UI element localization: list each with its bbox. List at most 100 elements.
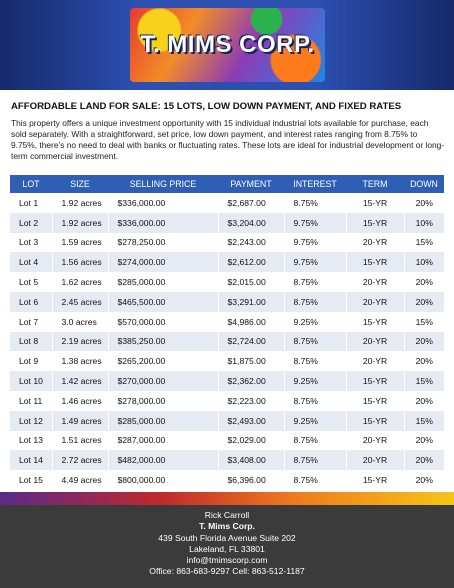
table-cell: 15-YR — [345, 470, 404, 490]
table-cell: 8.75% — [283, 351, 346, 372]
table-cell: $270,000.00 — [107, 371, 218, 391]
table-cell: $278,250.00 — [107, 232, 218, 253]
table-cell: $385,250.00 — [107, 331, 218, 352]
table-cell: 20% — [403, 351, 444, 372]
table-cell: 15-YR — [345, 311, 404, 332]
table-cell: 15% — [403, 232, 444, 253]
logo: T. MIMS CORP. — [130, 8, 325, 82]
table-cell: 8.75% — [283, 470, 346, 490]
table-cell: $570,000.00 — [107, 311, 218, 332]
table-cell: Lot 14 — [10, 450, 52, 471]
table-cell: $2,223.00 — [217, 390, 284, 411]
table-cell: 8.75% — [283, 390, 346, 411]
table-cell: 15-YR — [345, 212, 404, 233]
table-row: Lot 11 1.46 acres $278,000.00 $2,223.00 8.75… — [10, 390, 444, 411]
table-cell: 20% — [403, 450, 444, 471]
table-cell: $465,500.00 — [107, 291, 218, 312]
table-cell: 1.49 acres — [51, 410, 108, 431]
table-cell: Lot 12 — [10, 410, 52, 431]
table-cell: $2,493.00 — [217, 410, 284, 431]
table-cell: 20% — [403, 430, 444, 451]
table-cell: Lot 5 — [19, 277, 39, 288]
table-cell: 1.46 acres — [51, 390, 108, 411]
table-cell: 9.25% — [283, 311, 346, 332]
table-cell: $287,000.00 — [107, 430, 218, 451]
table-cell: 2.72 acres — [51, 450, 108, 471]
table-cell: $2,687.00 — [217, 193, 284, 213]
table-cell: $2,724.00 — [217, 331, 284, 352]
column-header: DOWN — [404, 175, 444, 193]
table-cell: 1.59 acres — [51, 232, 108, 253]
table-cell: 2.45 acres — [51, 291, 108, 312]
table-cell: 8.75% — [283, 331, 346, 352]
table-cell: 20-YR — [345, 232, 404, 253]
table-cell: 9.75% — [283, 212, 346, 233]
table-cell: $285,000.00 — [107, 272, 218, 292]
table-cell: 9.25% — [283, 410, 346, 431]
table-cell: $4,986.00 — [217, 311, 284, 332]
table-cell: $336,000.00 — [107, 212, 218, 233]
column-header: LOT — [10, 175, 52, 193]
heading: AFFORDABLE LAND FOR SALE: 15 LOTS, LOW D… — [11, 101, 402, 112]
table-cell: 1.92 acres — [51, 212, 108, 233]
table-body: Lot 1 1.92 acres $336,000.00 $2,687.00 8.75%… — [10, 193, 444, 490]
header-band: T. MIMS CORP. — [0, 0, 454, 90]
table-cell: 1.92 acres — [51, 193, 108, 213]
table-cell: Lot 1 — [19, 197, 39, 208]
table-row: Lot 5 1.62 acres $285,000.00 $2,015.00 8.75%… — [10, 272, 444, 292]
table-cell: Lot 11 — [19, 395, 43, 406]
table-cell: 15-YR — [345, 390, 404, 411]
table-cell: $265,200.00 — [107, 351, 218, 372]
table-cell: $2,362.00 — [217, 371, 284, 391]
table-row: Lot 15 4.49 acres $800,000.00 $6,396.00 8.75… — [10, 470, 444, 490]
table-row: Lot 8 2.19 acres $385,250.00 $2,724.00 8.75%… — [10, 331, 444, 352]
table-cell: 9.75% — [283, 232, 346, 253]
table-cell: 9.25% — [283, 371, 346, 391]
table-row: Lot 9 1.38 acres $265,200.00 $1,875.00 8.75%… — [10, 351, 444, 372]
table-row: Lot 4 1.56 acres $274,000.00 $2,612.00 9.75%… — [10, 252, 444, 273]
table-cell: 15% — [403, 311, 444, 332]
table-cell: 20-YR — [345, 351, 404, 372]
table-row: Lot 14 2.72 acres $482,000.00 $3,408.00 8.75… — [10, 450, 444, 471]
table-cell: $6,396.00 — [217, 470, 284, 490]
table-cell: 8.75% — [283, 291, 346, 312]
footer-line: Lakeland, FL 33801 — [189, 543, 265, 554]
column-header: INTEREST — [284, 175, 346, 193]
description: This property offers a unique investment… — [11, 118, 445, 161]
table-row: Lot 2 1.92 acres $336,000.00 $3,204.00 9.75%… — [10, 212, 444, 233]
table-cell: 10% — [403, 212, 444, 233]
table-row: Lot 10 1.42 acres $270,000.00 $2,362.00 9.25… — [10, 371, 444, 391]
table-cell: 4.49 acres — [51, 470, 108, 490]
table-cell: 8.75% — [283, 272, 346, 292]
table-row: Lot 7 3.0 acres $570,000.00 $4,986.00 9.25% 1… — [10, 311, 444, 332]
table-cell: Lot 3 — [19, 237, 39, 248]
table-cell: 10% — [403, 252, 444, 273]
table-cell: 1.51 acres — [51, 430, 108, 451]
table-cell: $274,000.00 — [107, 252, 218, 273]
footer: Rick Carroll T. Mims Corp. 439 South Flori… — [0, 505, 454, 588]
table-row: Lot 13 1.51 acres $287,000.00 $2,029.00 8.75… — [10, 430, 444, 451]
table-cell: Lot 7 — [19, 316, 39, 327]
table-row: Lot 3 1.59 acres $278,250.00 $2,243.00 9.75%… — [10, 232, 444, 253]
table-cell: 20% — [403, 390, 444, 411]
logo-text: T. MIMS CORP. — [140, 31, 315, 58]
table-cell: 20% — [403, 193, 444, 213]
table-cell: 1.38 acres — [51, 351, 108, 372]
table-cell: 20-YR — [345, 331, 404, 352]
footer-line: Rick Carroll — [204, 510, 250, 520]
table-cell: 20% — [403, 470, 444, 490]
table-cell: 2.19 acres — [51, 331, 108, 352]
table-cell: 15-YR — [345, 193, 404, 213]
footer-line: T. Mims Corp. — [199, 521, 255, 532]
table-cell: Lot 2 — [10, 212, 52, 233]
table-cell: 15-YR — [345, 252, 404, 273]
table-cell: 8.75% — [283, 193, 346, 213]
table-cell: $2,243.00 — [217, 232, 284, 253]
table-cell: $1,875.00 — [217, 351, 284, 372]
table-cell: 3.0 acres — [51, 311, 108, 332]
table-row: Lot 1 1.92 acres $336,000.00 $2,687.00 8.75%… — [10, 193, 444, 213]
table-row: Lot 12 1.49 acres $285,000.00 $2,493.00 9.25… — [10, 410, 444, 431]
table-cell: 20-YR — [345, 430, 404, 451]
table-cell: Lot 9 — [19, 356, 39, 367]
